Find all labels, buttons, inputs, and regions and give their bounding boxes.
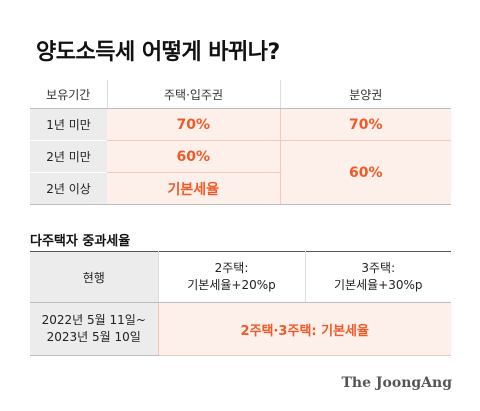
header-2-homes-line1: 2주택:	[214, 261, 249, 275]
rate-housing-over-2y: 기본세율	[107, 172, 280, 205]
header-holding-period: 보유기간	[30, 80, 107, 109]
multi-home-table: 현행 2주택: 기본세율+20%p 3주택: 기본세율+30%p 2022년 5…	[30, 251, 451, 356]
period-end: 2023년 5월 10일	[46, 330, 141, 344]
header-2-homes: 2주택: 기본세율+20%p	[157, 251, 305, 303]
period-rate: 2주택·3주택: 기본세율	[157, 302, 451, 356]
row-label-period: 2022년 5월 11일~ 2023년 5월 10일	[30, 302, 158, 356]
section-subtitle: 다주택자 중과세율	[30, 234, 131, 249]
row-label-under-2y: 2년 미만	[30, 140, 107, 173]
row-label-under-1y: 1년 미만	[30, 108, 107, 141]
holding-period-table: 보유기간 주택·입주권 분양권 1년 미만 70% 70% 2년 미만 60% …	[30, 80, 451, 205]
header-3-homes-line2: 기본세율+30%p	[333, 278, 423, 292]
header-housing: 주택·입주권	[106, 80, 280, 109]
rate-presale-under-1y: 70%	[279, 108, 451, 141]
header-2-homes-line2: 기본세율+20%p	[187, 278, 276, 292]
header-presale: 분양권	[279, 80, 451, 109]
row-label-over-2y: 2년 이상	[30, 172, 107, 205]
rate-presale-over-1y: 60%	[279, 140, 451, 205]
rate-housing-under-2y: 60%	[107, 140, 280, 173]
period-start: 2022년 5월 11일~	[41, 313, 146, 327]
rate-housing-under-1y: 70%	[107, 108, 280, 141]
header-3-homes-line1: 3주택:	[361, 261, 396, 275]
page-title: 양도소득세 어떻게 바뀌나?	[36, 40, 280, 65]
header-current: 현행	[30, 251, 158, 303]
brand-logo: The JoongAng	[341, 375, 452, 391]
header-3-homes: 3주택: 기본세율+30%p	[304, 251, 451, 303]
